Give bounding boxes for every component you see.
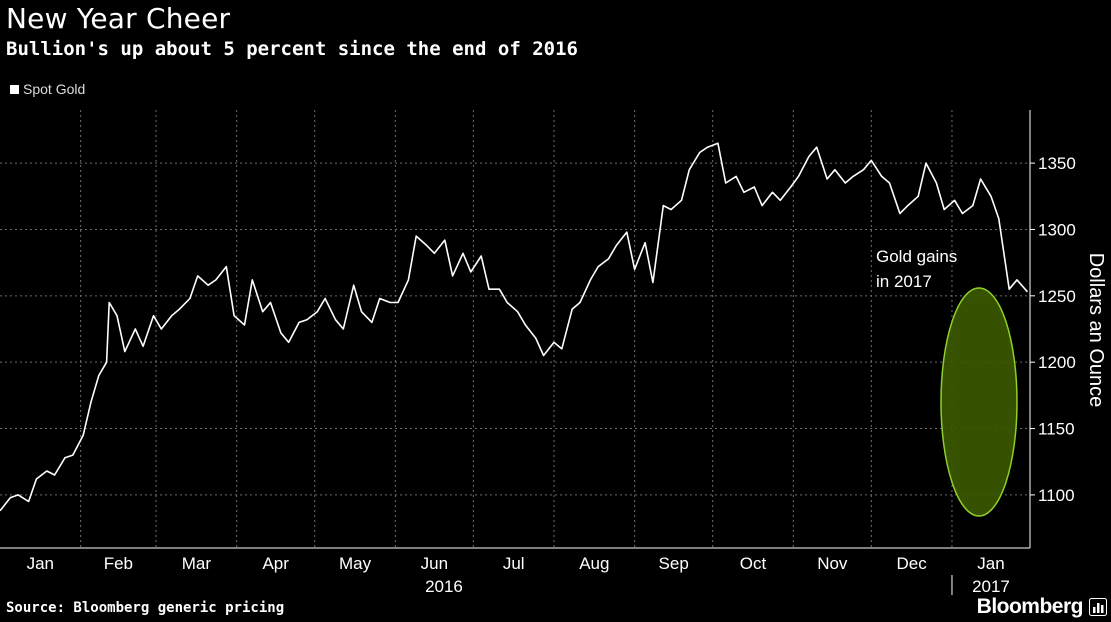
legend-label-spot-gold: Spot Gold <box>23 81 86 97</box>
x-tick-label: Jan <box>977 554 1004 573</box>
y-tick-label: 1100 <box>1038 486 1075 505</box>
x-tick-label: Apr <box>262 554 289 573</box>
series-layer <box>0 142 1029 512</box>
series-line-spot-gold <box>0 142 1029 512</box>
x-year-label: 2017 <box>972 577 1010 596</box>
x-tick-label: Aug <box>579 554 609 573</box>
grid <box>0 110 1030 548</box>
source-note: Source: Bloomberg generic pricing <box>6 600 285 616</box>
y-tick-label: 1300 <box>1038 220 1076 239</box>
brand-logo-text: Bloomberg <box>976 595 1084 618</box>
x-tick-label: Feb <box>104 554 133 573</box>
x-tick-label: Mar <box>182 554 212 573</box>
y-tick-label: 1350 <box>1038 154 1076 173</box>
x-tick-label: Sep <box>659 554 689 573</box>
chart-subtitle: Bullion's up about 5 percent since the e… <box>6 38 578 60</box>
annotation-line-1: Gold gains <box>876 247 957 266</box>
legend-swatch <box>10 84 19 94</box>
x-tick-label: Jul <box>503 554 525 573</box>
y-tick-labels: 1100 1150 1200 1250 1300 1350 <box>1030 154 1076 505</box>
axes <box>0 110 1031 549</box>
highlight-layer <box>940 287 1018 517</box>
annotation-line-2: in 2017 <box>876 272 932 291</box>
y-tick-label: 1200 <box>1038 353 1076 372</box>
y-tick-label: 1150 <box>1038 420 1075 439</box>
x-tick-label: Jun <box>421 554 448 573</box>
x-tick-label: May <box>339 554 372 573</box>
x-tick-label: Jan <box>27 554 54 573</box>
y-axis-label: Dollars an Ounce <box>1085 253 1107 408</box>
bloomberg-terminal-icon <box>1089 598 1107 616</box>
x-year-label: 2016 <box>425 577 463 596</box>
x-tick-label: Nov <box>817 554 848 573</box>
chart-title: New Year Cheer <box>6 2 231 35</box>
y-tick-label: 1250 <box>1038 287 1076 306</box>
gains-highlight-ellipse <box>940 287 1018 517</box>
x-tick-label: Oct <box>740 554 767 573</box>
x-tick-label: Dec <box>897 554 928 573</box>
x-tick-labels: Jan Feb Mar Apr May Jun Jul Aug Sep Oct Nov Dec Jan 2… <box>27 554 1010 596</box>
legend: Spot Gold <box>10 81 85 97</box>
